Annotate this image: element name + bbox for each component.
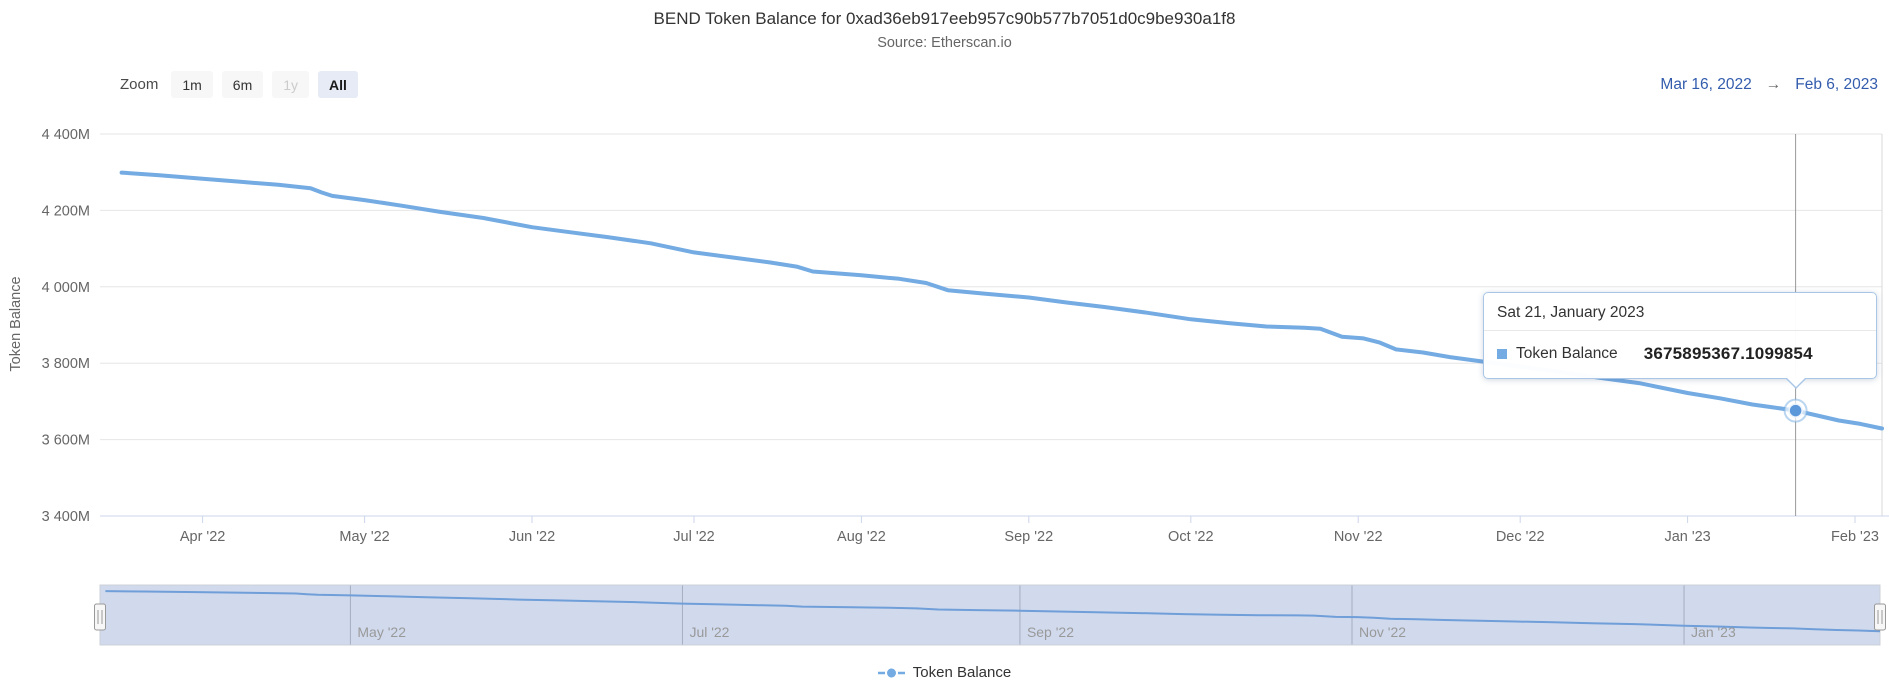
x-axis-label: Jul '22 (673, 529, 714, 545)
x-axis-label: Apr '22 (180, 529, 226, 545)
zoom-button-1m[interactable]: 1m (171, 71, 213, 98)
navigator-label: May '22 (357, 624, 406, 640)
chart-title: BEND Token Balance for 0xad36eb917eeb957… (653, 9, 1236, 28)
navigator-line (105, 590, 1881, 633)
token-balance-line[interactable] (119, 170, 1884, 431)
chart-subtitle: Source: Etherscan.io (877, 35, 1012, 51)
range-selector: Zoom 1m 6m 1y All (120, 71, 367, 98)
x-axis-label: Jun '22 (509, 529, 555, 545)
x-axis-label: May '22 (339, 529, 389, 545)
y-axis-label: 4 400M (42, 127, 90, 143)
handle-grip-icon (94, 603, 106, 631)
highlighted-point[interactable] (1788, 403, 1803, 418)
y-axis-label: 3 800M (42, 356, 90, 372)
range-from-input[interactable]: Mar 16, 2022 (1660, 76, 1752, 93)
navigator-label: Jan '23 (1691, 624, 1736, 640)
x-axis-label: Jan '23 (1664, 529, 1710, 545)
handle-grip-icon (1874, 603, 1886, 631)
y-axis-label: 4 000M (42, 280, 90, 296)
navigator-label: Sep '22 (1027, 624, 1074, 640)
x-axis-label: Aug '22 (837, 529, 886, 545)
y-axis-title: Token Balance (8, 276, 24, 372)
date-range-display: Mar 16, 2022 → Feb 6, 2023 (1660, 76, 1878, 94)
zoom-button-1y: 1y (272, 71, 310, 98)
x-axis-label: Nov '22 (1334, 529, 1383, 545)
navigator-handle-left[interactable] (94, 603, 106, 631)
zoom-label: Zoom (120, 76, 159, 93)
range-arrow-icon: → (1765, 76, 1782, 93)
legend-line-dot-icon (877, 668, 905, 677)
y-axis-label: 3 600M (42, 433, 90, 449)
y-axis-label: 4 200M (42, 203, 90, 219)
zoom-button-all[interactable]: All (318, 71, 358, 98)
navigator-label: Nov '22 (1359, 624, 1406, 640)
y-axis-label: 3 400M (42, 509, 90, 525)
range-to-input[interactable]: Feb 6, 2023 (1795, 76, 1878, 93)
zoom-button-6m[interactable]: 6m (221, 71, 264, 98)
legend-label: Token Balance (912, 664, 1012, 681)
x-axis-label: Feb '23 (1831, 529, 1879, 545)
navigator-label: Jul '22 (689, 624, 729, 640)
x-axis-label: Sep '22 (1004, 529, 1053, 545)
navigator-handle-right[interactable] (1874, 603, 1886, 631)
x-axis-label: Dec '22 (1496, 529, 1545, 545)
legend-item-token-balance[interactable]: Token Balance (0, 664, 1889, 681)
x-axis-label: Oct '22 (1168, 529, 1213, 545)
